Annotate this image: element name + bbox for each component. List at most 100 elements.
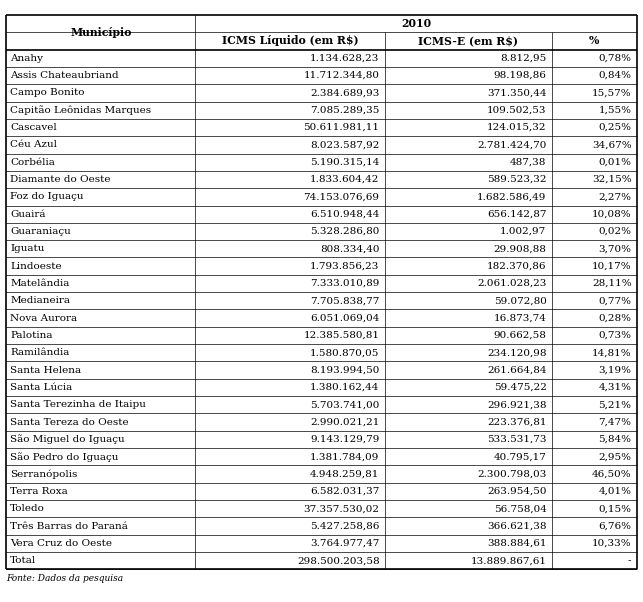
Text: São Miguel do Iguaçu: São Miguel do Iguaçu <box>10 435 125 444</box>
Text: 3,70%: 3,70% <box>599 244 631 253</box>
Text: Município: Município <box>70 26 132 38</box>
Text: 6.582.031,37: 6.582.031,37 <box>310 487 379 496</box>
Text: Serranópolis: Serranópolis <box>10 470 78 479</box>
Text: 16.873,74: 16.873,74 <box>494 314 547 323</box>
Text: 808.334,40: 808.334,40 <box>320 244 379 253</box>
Text: Lindoeste: Lindoeste <box>10 262 62 271</box>
Text: 1.381.784,09: 1.381.784,09 <box>310 452 379 461</box>
Text: 8.812,95: 8.812,95 <box>500 54 547 63</box>
Text: Guaraniaçu: Guaraniaçu <box>10 227 71 236</box>
Text: 59.072,80: 59.072,80 <box>494 296 547 305</box>
Text: 5.427.258,86: 5.427.258,86 <box>310 521 379 530</box>
Text: Três Barras do Paraná: Três Barras do Paraná <box>10 521 128 530</box>
Text: 1.380.162,44: 1.380.162,44 <box>310 383 379 392</box>
Text: Corbélia: Corbélia <box>10 158 55 167</box>
Text: 298.500.203,58: 298.500.203,58 <box>297 556 379 565</box>
Text: Santa Lúcia: Santa Lúcia <box>10 383 73 392</box>
Text: 5.703.741,00: 5.703.741,00 <box>310 400 379 409</box>
Text: 8.023.587,92: 8.023.587,92 <box>310 140 379 149</box>
Text: Vera Cruz do Oeste: Vera Cruz do Oeste <box>10 539 113 548</box>
Text: 0,02%: 0,02% <box>599 227 631 236</box>
Text: 10,08%: 10,08% <box>592 209 631 219</box>
Text: 1.002,97: 1.002,97 <box>500 227 547 236</box>
Text: Campo Bonito: Campo Bonito <box>10 88 85 98</box>
Text: 487,38: 487,38 <box>510 158 547 167</box>
Text: 388.884,61: 388.884,61 <box>487 539 547 548</box>
Text: São Pedro do Iguaçu: São Pedro do Iguaçu <box>10 452 118 462</box>
Text: 13.889.867,61: 13.889.867,61 <box>471 556 547 565</box>
Text: 5,84%: 5,84% <box>599 435 631 444</box>
Text: 4.948.259,81: 4.948.259,81 <box>310 470 379 479</box>
Text: 4,31%: 4,31% <box>599 383 631 392</box>
Text: Cascavel: Cascavel <box>10 123 57 132</box>
Text: 0,15%: 0,15% <box>599 504 631 514</box>
Text: 533.531,73: 533.531,73 <box>487 435 547 444</box>
Text: Santa Helena: Santa Helena <box>10 365 81 374</box>
Text: 0,01%: 0,01% <box>599 158 631 167</box>
Text: Terra Roxa: Terra Roxa <box>10 487 68 496</box>
Text: Guairá: Guairá <box>10 209 46 219</box>
Text: 59.475,22: 59.475,22 <box>494 383 547 392</box>
Text: 3,19%: 3,19% <box>599 365 631 374</box>
Text: 2,95%: 2,95% <box>599 452 631 461</box>
Text: 7.705.838,77: 7.705.838,77 <box>310 296 379 305</box>
Text: 34,67%: 34,67% <box>592 140 631 149</box>
Text: 12.385.580,81: 12.385.580,81 <box>303 331 379 340</box>
Text: Capitão Leônidas Marques: Capitão Leônidas Marques <box>10 105 151 115</box>
Text: 2010: 2010 <box>401 18 431 29</box>
Text: 37.357.530,02: 37.357.530,02 <box>303 504 379 514</box>
Text: 182.370,86: 182.370,86 <box>487 262 547 271</box>
Text: Palotina: Palotina <box>10 331 53 340</box>
Text: 0,25%: 0,25% <box>599 123 631 132</box>
Text: 589.523,32: 589.523,32 <box>487 175 547 184</box>
Text: 4,01%: 4,01% <box>599 487 631 496</box>
Text: 5.190.315,14: 5.190.315,14 <box>310 158 379 167</box>
Text: 28,11%: 28,11% <box>592 279 631 288</box>
Text: 50.611.981,11: 50.611.981,11 <box>303 123 379 132</box>
Text: 5.328.286,80: 5.328.286,80 <box>310 227 379 236</box>
Text: 0,84%: 0,84% <box>599 71 631 80</box>
Text: 10,17%: 10,17% <box>592 262 631 271</box>
Text: Diamante do Oeste: Diamante do Oeste <box>10 175 111 184</box>
Text: 1.793.856,23: 1.793.856,23 <box>310 262 379 271</box>
Text: 3.764.977,47: 3.764.977,47 <box>310 539 379 548</box>
Text: 14,81%: 14,81% <box>592 349 631 358</box>
Text: 6,76%: 6,76% <box>599 521 631 530</box>
Text: 7.333.010,89: 7.333.010,89 <box>310 279 379 288</box>
Text: 2.781.424,70: 2.781.424,70 <box>477 140 547 149</box>
Text: 2.300.798,03: 2.300.798,03 <box>477 470 547 479</box>
Text: 234.120,98: 234.120,98 <box>487 349 547 358</box>
Text: 1,55%: 1,55% <box>599 106 631 115</box>
Text: Iguatu: Iguatu <box>10 244 44 253</box>
Text: 74.153.076,69: 74.153.076,69 <box>303 192 379 201</box>
Text: 1.134.628,23: 1.134.628,23 <box>310 54 379 63</box>
Text: Fonte: Dados da pesquisa: Fonte: Dados da pesquisa <box>6 574 123 583</box>
Text: 371.350,44: 371.350,44 <box>487 88 547 98</box>
Text: 0,77%: 0,77% <box>599 296 631 305</box>
Text: 32,15%: 32,15% <box>592 175 631 184</box>
Text: 656.142,87: 656.142,87 <box>487 209 547 219</box>
Text: %: % <box>589 36 599 46</box>
Text: Anahy: Anahy <box>10 54 43 63</box>
Text: 0,78%: 0,78% <box>599 54 631 63</box>
Text: 5,21%: 5,21% <box>599 400 631 409</box>
Text: 0,28%: 0,28% <box>599 314 631 323</box>
Text: 29.908,88: 29.908,88 <box>494 244 547 253</box>
Text: 6.051.069,04: 6.051.069,04 <box>310 314 379 323</box>
Text: 1.833.604,42: 1.833.604,42 <box>310 175 379 184</box>
Text: 1.580.870,05: 1.580.870,05 <box>310 349 379 358</box>
Text: 223.376,81: 223.376,81 <box>487 418 547 427</box>
Text: 10,33%: 10,33% <box>592 539 631 548</box>
Text: 90.662,58: 90.662,58 <box>494 331 547 340</box>
Text: 109.502,53: 109.502,53 <box>487 106 547 115</box>
Text: Ramilândia: Ramilândia <box>10 349 69 358</box>
Text: 98.198,86: 98.198,86 <box>494 71 547 80</box>
Text: 7.085.289,35: 7.085.289,35 <box>310 106 379 115</box>
Text: Nova Aurora: Nova Aurora <box>10 314 77 323</box>
Text: 261.664,84: 261.664,84 <box>487 365 547 374</box>
Text: Assis Chateaubriand: Assis Chateaubriand <box>10 71 119 80</box>
Text: 46,50%: 46,50% <box>592 470 631 479</box>
Text: ICMS-E (em R$): ICMS-E (em R$) <box>418 36 518 46</box>
Text: Santa Tereza do Oeste: Santa Tereza do Oeste <box>10 418 129 427</box>
Text: 124.015,32: 124.015,32 <box>487 123 547 132</box>
